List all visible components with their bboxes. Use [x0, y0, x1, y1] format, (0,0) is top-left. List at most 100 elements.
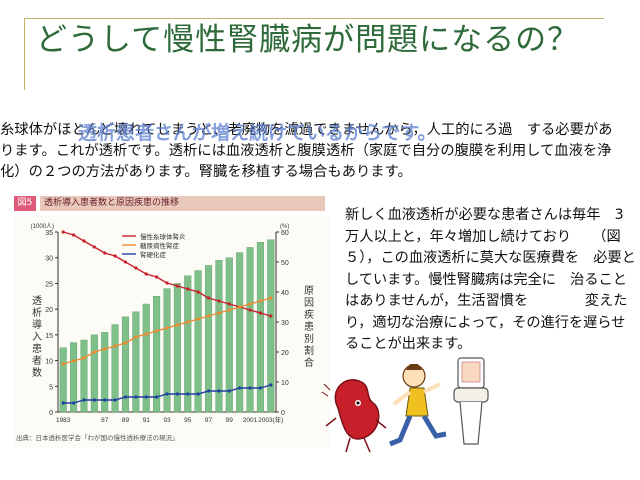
x-tick-label: 1983: [56, 417, 71, 424]
series-point: [103, 398, 107, 402]
x-tick-label: 2001: [243, 417, 258, 424]
series-point: [144, 332, 148, 336]
y-left-tick-label: 10: [45, 359, 53, 366]
series-point: [196, 392, 200, 396]
series-point: [71, 233, 76, 237]
series-point: [155, 275, 159, 279]
series-point: [71, 401, 76, 405]
y-left-tick-label: 25: [45, 281, 53, 288]
series-point: [227, 389, 231, 393]
x-tick-label: 93: [163, 417, 171, 424]
running-person-icon: [389, 364, 447, 447]
figure-5: 図5 透析導入患者数と原因疾患の推移 0 5 10 15 20 25 30 35 (1000人)…: [14, 196, 332, 450]
series-point: [227, 302, 231, 306]
series-point: [196, 317, 200, 321]
series-point: [196, 290, 200, 294]
bar: [225, 257, 233, 413]
series-point: [165, 392, 169, 396]
bar: [59, 347, 67, 413]
series-point: [134, 395, 138, 399]
series-point: [248, 308, 252, 312]
bar: [142, 303, 150, 413]
series-point: [206, 389, 211, 393]
x-tick-label: 97: [205, 417, 213, 424]
series-point: [82, 398, 86, 402]
series-point: [269, 296, 273, 300]
series-point: [217, 389, 221, 393]
y-right-tick-label: 20: [281, 350, 289, 357]
series-point: [134, 335, 138, 339]
series-point: [165, 326, 169, 330]
series-point: [269, 314, 273, 318]
figure-header: 図5 透析導入患者数と原因疾患の推移: [14, 196, 332, 214]
bar: [173, 283, 181, 413]
bar: [90, 334, 98, 413]
body-paragraph: 糸球体がほとんど壊れてしまうと、老廃物を濾過できませんから，人工的にろ過 する必…: [0, 122, 613, 180]
y-left-unit: (1000人): [31, 223, 54, 230]
title-accent-bar: [24, 18, 25, 90]
y-right-tick-label: 50: [281, 260, 289, 267]
figure-title: 透析導入患者数と原因疾患の推移: [40, 196, 325, 211]
series-point: [123, 260, 128, 264]
y-left-axis-label: 透析導入患者数: [32, 296, 42, 379]
legend-label: 糖尿病性腎症: [140, 241, 180, 250]
series-point: [103, 251, 107, 255]
y-right-unit: (%): [280, 224, 289, 230]
kidney-running-illustration: [321, 357, 489, 453]
figure-number: 図5: [14, 196, 36, 211]
title-accent-line: [24, 18, 604, 19]
x-tick-label: 87: [101, 417, 109, 424]
bar: [80, 339, 88, 413]
x-tick-label: 91: [143, 417, 151, 424]
series-point: [206, 314, 211, 318]
series-point: [258, 299, 263, 303]
figure-source: 出典：日本透析医学会「わが国の慢性透析療法の現況」: [16, 434, 179, 442]
series-point: [144, 395, 148, 399]
bar: [236, 252, 244, 413]
series-point: [248, 386, 252, 390]
bar: [70, 342, 78, 413]
x-tick-label: 89: [122, 417, 130, 424]
series-point: [258, 311, 263, 315]
series-point: [61, 401, 65, 405]
series-point: [61, 362, 65, 366]
y-right-tick-label: 10: [281, 380, 289, 387]
series-point: [186, 320, 190, 324]
y-right-axis-label: 原因疾患別割合: [304, 286, 314, 369]
series-point: [134, 266, 138, 270]
series-point: [113, 398, 117, 402]
series-point: [155, 395, 159, 399]
series-point: [175, 284, 179, 288]
legend-label: 慢性糸球体腎炎: [140, 232, 186, 241]
x-tick-label: 99: [226, 417, 234, 424]
y-right-tick-label: 40: [281, 290, 289, 297]
overlay-heading: 透析患者さんが増え続けているからです。: [78, 122, 437, 144]
x-tick-label: 2003(年): [258, 415, 283, 424]
series-point: [113, 344, 117, 348]
series-point: [92, 398, 96, 402]
y-left-tick-label: 30: [45, 256, 53, 263]
bar: [132, 311, 140, 413]
bar: [184, 275, 192, 413]
bar: [205, 265, 213, 413]
x-tick-label: 95: [184, 417, 192, 424]
series-point: [217, 311, 221, 315]
y-left-tick-label: 0: [49, 410, 53, 417]
y-right-tick-label: 60: [281, 230, 289, 237]
series-point: [165, 281, 169, 285]
bar: [194, 270, 202, 413]
chart-area: 0 5 10 15 20 25 30 35 (1000人) 0 10 20 30 40 50 60 (%) 198…: [14, 216, 330, 448]
bar: [153, 296, 161, 413]
y-right-tick-label: 0: [281, 410, 285, 417]
slide-title: どうして慢性腎臓病が問題になるの？: [36, 22, 580, 58]
kidney-character-icon: [321, 379, 387, 453]
y-left-tick-label: 15: [45, 333, 53, 340]
series-point: [123, 341, 128, 345]
y-left-tick-label: 35: [45, 230, 53, 237]
bar: [101, 332, 109, 413]
series-point: [92, 245, 96, 249]
side-paragraph: 新しく血液透析が必要な患者さんは毎年 3万人以上と，年々増加し続けており （図５…: [345, 207, 636, 352]
series-point: [206, 296, 211, 300]
series-point: [217, 299, 221, 303]
